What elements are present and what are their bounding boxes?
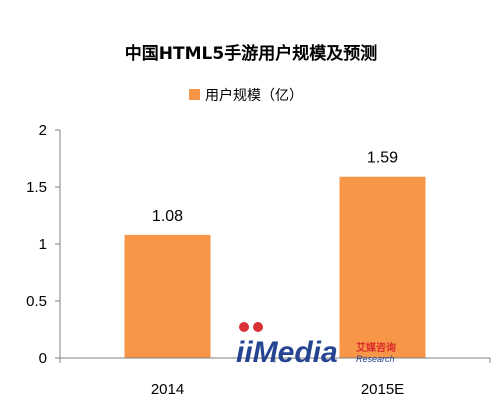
y-tick-label: 0.5 [26, 293, 47, 310]
y-tick-label: 0 [39, 350, 47, 367]
legend-swatch [189, 89, 200, 100]
x-tick-label: 2014 [151, 381, 184, 398]
bar-2014 [124, 234, 211, 358]
watermark-cn: 艾媒咨询 [356, 341, 396, 354]
y-tick-label: 2 [39, 122, 47, 139]
bar-2015E [339, 176, 426, 358]
data-labels: 1.08 1.59 [152, 150, 398, 225]
watermark-logo: iiMedia 艾媒咨询 Research [236, 322, 396, 369]
x-tick-labels: 2014 2015E [151, 381, 404, 398]
watermark-brand: iiMedia [236, 336, 338, 369]
y-tick-label: 1 [39, 236, 47, 253]
bars [124, 176, 426, 358]
legend-label: 用户规模（亿） [205, 87, 303, 104]
data-label: 1.08 [152, 208, 183, 225]
axes [55, 129, 491, 363]
y-tick-labels: 0 0.5 1 1.5 2 [26, 122, 47, 367]
y-tick-label: 1.5 [26, 179, 47, 196]
logo-dot-right [253, 322, 263, 332]
data-label: 1.59 [367, 150, 398, 167]
x-tick-label: 2015E [361, 381, 404, 398]
chart-title: 中国HTML5手游用户规模及预测 [125, 43, 377, 64]
watermark-sub: Research [356, 354, 395, 364]
logo-dot-left [239, 322, 249, 332]
legend: 用户规模（亿） [189, 87, 303, 104]
